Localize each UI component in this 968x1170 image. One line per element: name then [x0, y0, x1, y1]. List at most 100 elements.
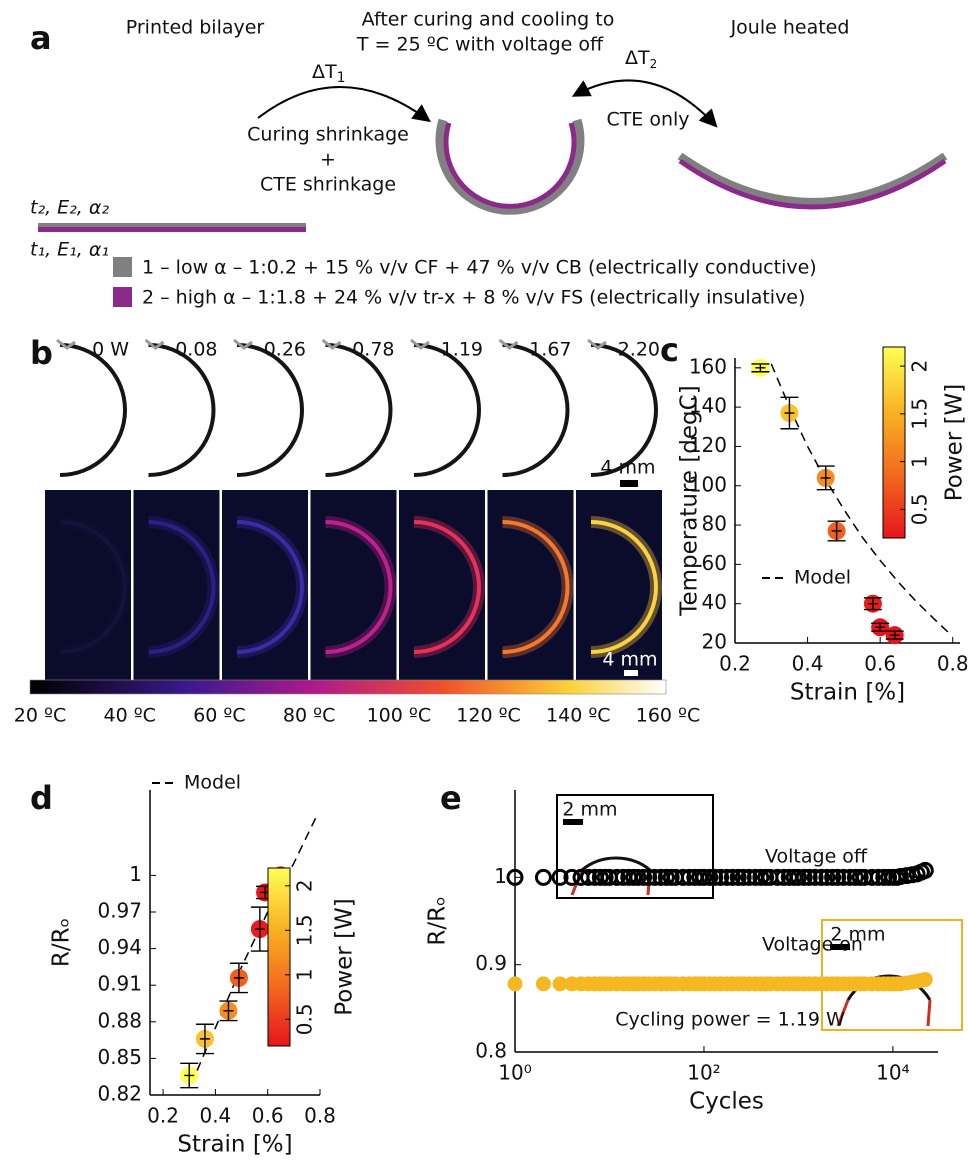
x-tick-label: 0.8: [937, 652, 968, 676]
x-tick-label: 0.4: [792, 652, 824, 676]
bilayer-conductive: [440, 120, 580, 210]
y-tick-label: 60: [702, 551, 727, 575]
sample-photo: [326, 345, 391, 475]
panel-label: a: [30, 19, 52, 57]
y-tick-label: 0.97: [97, 899, 142, 923]
thermal-label: 20 ºC: [14, 705, 66, 727]
colorbar-tick-label: 1: [908, 455, 932, 468]
y-tick-label: 80: [702, 512, 727, 536]
sample-photo: [591, 345, 656, 475]
x-tick-label: 0.6: [252, 1104, 284, 1128]
stage-label: Joule heated: [730, 17, 850, 39]
series-label: Voltage off: [765, 846, 868, 868]
data-point: [536, 977, 550, 991]
y-tick-label: 1: [494, 864, 507, 888]
colorbar-tick-label: 0.5: [908, 493, 932, 525]
colorbar-tick-label: 1.5: [293, 914, 317, 946]
colorbar-tick-label: 1: [293, 968, 317, 981]
scale-bar: [620, 480, 638, 487]
delta-t-main: ΔT: [312, 61, 337, 83]
y-tick-label: 0.94: [97, 935, 142, 959]
legend-text: 2 – high α – 1:1.8 + 24 % v/v tr-x + 8 %…: [142, 287, 805, 309]
thermal-label: 140 ºC: [546, 705, 611, 727]
colorbar-tick-label: 0.5: [293, 1003, 317, 1035]
colorbar-tick-label: 1.5: [908, 398, 932, 430]
y-tick-label: 0.88: [97, 1008, 142, 1032]
annotation: Cycling power = 1.19 W: [615, 1009, 845, 1031]
x-tick-label: 0.2: [147, 1104, 179, 1128]
y-axis-label: Temperature [degC]: [677, 385, 703, 616]
delta-t: ΔT2: [625, 47, 657, 71]
y-tick-label: 20: [702, 630, 727, 654]
thermal-label: 120 ºC: [456, 705, 521, 727]
power-label: 0.78: [352, 339, 394, 361]
stage-label: Printed bilayer: [126, 17, 265, 39]
delta-t-sub: 1: [337, 70, 346, 86]
inset-scale-label: 2 mm: [830, 924, 885, 946]
scale-bar: [624, 670, 638, 676]
sample-photo: [414, 345, 479, 475]
x-tick-label: 0.8: [304, 1104, 336, 1128]
y-tick-label: 0.91: [97, 972, 142, 996]
figure: a Printed bilayer After curing and cooli…: [0, 0, 968, 1170]
delta-t-main: ΔT: [625, 47, 650, 69]
legend-text: 1 – low α – 1:0.2 + 15 % v/v CF + 47 % v…: [142, 257, 817, 279]
scale-label: 4 mm: [600, 457, 655, 479]
sample-photo: [237, 345, 302, 475]
sample-photo: [503, 345, 568, 475]
power-label: 2.20: [618, 339, 660, 361]
panel-label: b: [30, 334, 53, 372]
y-tick-label: 0.8: [475, 1039, 507, 1063]
y-tick-label: 0.85: [97, 1045, 142, 1069]
x-tick-label: 10⁰: [498, 1061, 531, 1085]
thermal-label: 100 ºC: [367, 705, 432, 727]
panel-label: e: [440, 779, 462, 817]
x-tick-label: 10²: [687, 1061, 720, 1085]
process-label: CTE shrinkage: [260, 174, 396, 196]
x-axis-label: Cycles: [689, 1089, 764, 1115]
thermal-label: 160 ºC: [636, 705, 701, 727]
layer-props: t₂, E₂, α₂: [30, 197, 109, 219]
stage-label: T = 25 ºC with voltage off: [356, 34, 604, 56]
scale-label: 4 mm: [602, 649, 657, 671]
layer-props: t₁, E₁, α₁: [30, 239, 109, 261]
process-label: CTE only: [606, 109, 689, 131]
arrow: [258, 87, 428, 120]
bilayer-insulative: [38, 227, 306, 232]
page: a Printed bilayer After curing and cooli…: [0, 0, 968, 1170]
legend-swatch: [113, 287, 132, 307]
power-label: 0 W: [92, 339, 129, 361]
legend-label: Model: [184, 772, 241, 794]
panel-label: d: [30, 779, 53, 817]
colorbar-label: Power [W]: [942, 384, 968, 502]
sample-photo: [149, 345, 214, 475]
thermal-colorbar: [30, 680, 666, 694]
x-tick-label: 0.6: [864, 652, 896, 676]
data-point: [536, 870, 550, 884]
y-tick-label: 0.9: [475, 951, 507, 975]
colorbar-tick-label: 2: [908, 360, 932, 373]
x-tick-label: 0.4: [199, 1104, 231, 1128]
thermal-label: 80 ºC: [283, 705, 335, 727]
y-tick-label: 0.82: [97, 1082, 142, 1106]
stage-label: After curing and cooling to: [362, 9, 615, 31]
thermal-label: 40 ºC: [103, 705, 155, 727]
thermal-label: 60 ºC: [193, 705, 245, 727]
power-label: 1.67: [529, 339, 571, 361]
legend-swatch: [113, 257, 132, 277]
power-label: 1.19: [441, 339, 483, 361]
process-label: Curing shrinkage: [247, 124, 409, 146]
data-point: [508, 977, 522, 991]
power-label: 0.08: [175, 339, 217, 361]
y-tick-label: 1: [129, 862, 142, 886]
legend-label: Model: [794, 567, 851, 589]
x-tick-label: 10⁴: [876, 1061, 909, 1085]
panel-label: c: [660, 331, 679, 369]
y-axis-label: R/Rₒ: [425, 896, 451, 945]
colorbar-label: Power [W]: [332, 898, 358, 1016]
process-label: +: [320, 149, 336, 171]
data-point: [918, 973, 932, 987]
delta-t: ΔT1: [312, 61, 346, 87]
bilayer-conductive: [680, 156, 945, 202]
